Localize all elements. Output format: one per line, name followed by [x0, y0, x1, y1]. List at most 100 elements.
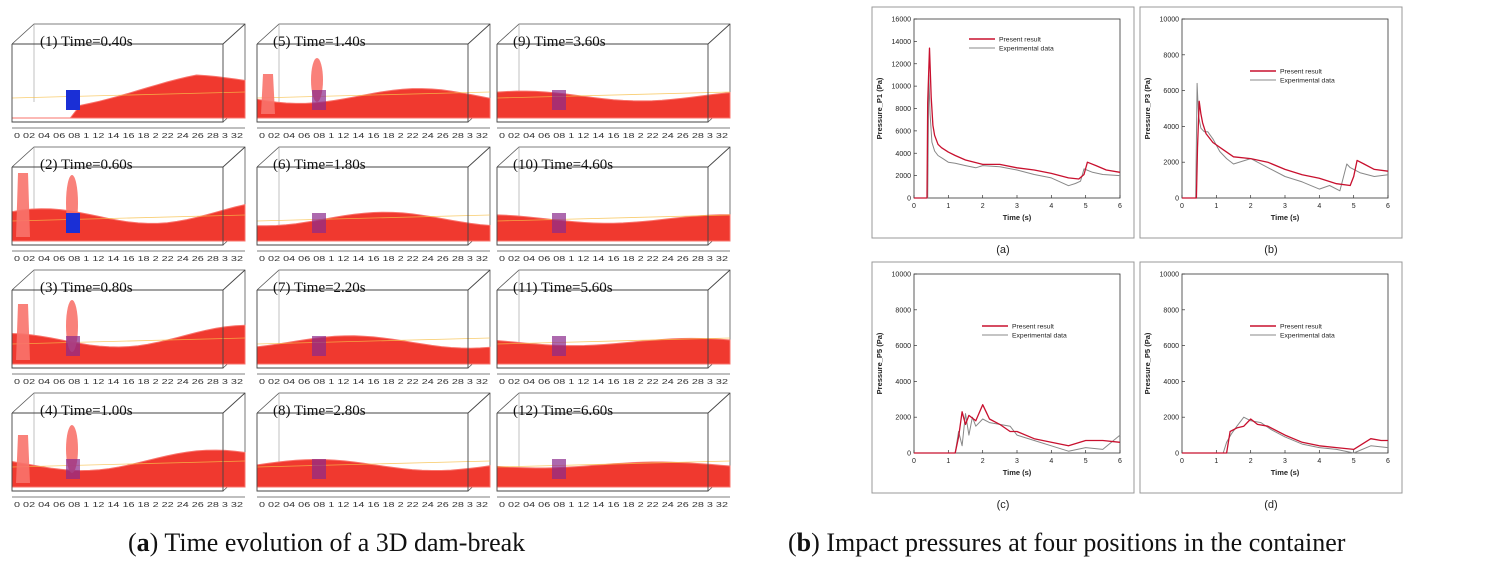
frame-box-corner	[222, 146, 246, 168]
series-line-present	[1182, 418, 1388, 454]
sim-frame-9: (9) Time=3.60s 0 02 04 06 08 1 12 14 16 1…	[496, 23, 731, 140]
chart-d: 0 2000 4000 6000 8000 10000 0 1 2 3 4 5 6 Time (s) Pre…	[1139, 261, 1403, 494]
obstacle-block	[552, 336, 566, 356]
y-axis-label: Pressure_P5 (Pa)	[1143, 332, 1152, 394]
y-tick-label: 6000	[895, 343, 911, 350]
frame-axis-ticks: 0 02 04 06 08 1 12 14 16 18 2 22 24 26 2…	[259, 131, 488, 140]
y-tick-label: 4000	[895, 151, 911, 158]
panel-label: (d)	[1264, 499, 1277, 511]
obstacle-block	[552, 90, 566, 110]
x-tick-label: 1	[946, 203, 950, 210]
water-waterline	[256, 460, 491, 468]
obstacle-block	[66, 459, 80, 479]
panel-label: (b)	[1264, 244, 1277, 256]
x-tick-label: 4	[1317, 203, 1321, 210]
frame-time-label: (11) Time=5.60s	[513, 280, 613, 296]
legend-label: Present result	[999, 37, 1041, 44]
water-waterline	[256, 214, 491, 222]
water-body	[12, 74, 246, 119]
x-tick-label: 3	[1015, 203, 1019, 210]
frame-time-label: (5) Time=1.40s	[273, 34, 366, 50]
x-tick-label: 6	[1118, 203, 1122, 210]
caption-b: (b) Impact pressures at four positions i…	[788, 528, 1346, 557]
obstacle-block	[312, 459, 326, 479]
x-tick-label: 2	[1249, 203, 1253, 210]
x-tick-label: 2	[1249, 458, 1253, 465]
sim-frame-12: (12) Time=6.60s 0 02 04 06 08 1 12 14 16 …	[496, 392, 731, 509]
frame-box-corner	[222, 392, 246, 414]
x-tick-label: 2	[981, 458, 985, 465]
y-tick-label: 2000	[895, 415, 911, 422]
x-tick-label: 2	[981, 203, 985, 210]
water-splash-left	[261, 74, 275, 114]
legend-label: Experimental data	[1280, 78, 1335, 85]
y-tick-label: 16000	[892, 17, 912, 24]
y-tick-label: 6000	[895, 128, 911, 135]
x-tick-label: 5	[1084, 458, 1088, 465]
water-waterline	[496, 337, 731, 345]
caption-a: (a) Time evolution of a 3D dam-break	[128, 528, 526, 557]
x-tick-label: 1	[946, 458, 950, 465]
sim-frame-10: (10) Time=4.60s 0 02 04 06 08 1 12 14 16 …	[496, 146, 731, 263]
chart-frame	[871, 261, 1135, 494]
water-splash-left	[16, 304, 30, 360]
sim-frame-7: (7) Time=2.20s 0 02 04 06 08 1 12 14 16 1…	[256, 269, 491, 386]
sim-frame-11: (11) Time=5.60s 0 02 04 06 08 1 12 14 16 …	[496, 269, 731, 386]
x-tick-label: 0	[912, 458, 916, 465]
x-tick-label: 5	[1084, 203, 1088, 210]
x-tick-label: 0	[1180, 458, 1184, 465]
obstacle-block	[312, 213, 326, 233]
chart-frame	[871, 6, 1135, 239]
series-line-present	[914, 47, 1121, 199]
frame-time-label: (2) Time=0.60s	[40, 157, 133, 173]
x-tick-label: 0	[1180, 203, 1184, 210]
sim-frame-2: (2) Time=0.60s 0 02 04 06 08 1 12 14 16 1…	[11, 146, 246, 263]
y-axis-label: Pressure_P3 (Pa)	[1143, 77, 1152, 139]
obstacle-block	[66, 213, 80, 233]
y-tick-label: 8000	[1163, 52, 1179, 59]
y-tick-label: 10000	[1160, 272, 1180, 279]
frame-box-front	[11, 43, 224, 123]
y-tick-label: 6000	[1163, 88, 1179, 95]
x-tick-label: 3	[1015, 458, 1019, 465]
series-line-present	[1182, 100, 1389, 199]
chart-frame	[1139, 261, 1403, 494]
frame-axis-ticks: 0 02 04 06 08 1 12 14 16 18 2 22 24 26 2…	[259, 377, 488, 386]
frame-axis-ticks: 0 02 04 06 08 1 12 14 16 18 2 22 24 26 2…	[259, 254, 488, 263]
water-waterline	[11, 214, 246, 222]
obstacle-block	[66, 90, 80, 110]
y-tick-label: 2000	[1163, 415, 1179, 422]
frame-box-front	[496, 289, 709, 369]
x-tick-label: 3	[1283, 458, 1287, 465]
frame-box-corner	[222, 269, 246, 291]
water-body	[256, 211, 491, 242]
dam-break-frames: (1) Time=0.40s 0 02 04 06 08 1 12 14 16 1…	[11, 23, 731, 509]
frame-box-corner	[707, 23, 731, 45]
y-tick-label: 10000	[892, 272, 912, 279]
panel-label: (a)	[996, 244, 1009, 256]
y-tick-label: 6000	[1163, 343, 1179, 350]
x-tick-label: 6	[1386, 458, 1390, 465]
frame-box-corner	[467, 392, 491, 414]
x-tick-label: 6	[1386, 203, 1390, 210]
frame-box-front	[256, 289, 469, 369]
water-waterline	[256, 91, 491, 99]
water-waterline	[496, 460, 731, 468]
frame-box-corner	[707, 146, 731, 168]
frame-box-corner	[467, 269, 491, 291]
panel-label: (c)	[997, 499, 1010, 511]
y-tick-label: 0	[907, 451, 911, 458]
legend-label: Present result	[1280, 324, 1322, 331]
sim-frame-5: (5) Time=1.40s 0 02 04 06 08 1 12 14 16 1…	[256, 23, 491, 140]
x-axis-label: Time (s)	[1271, 213, 1300, 222]
x-tick-label: 4	[1317, 458, 1321, 465]
y-tick-label: 0	[1175, 451, 1179, 458]
frame-box-corner	[707, 269, 731, 291]
frame-time-label: (12) Time=6.60s	[513, 403, 613, 419]
caption-a-text: Time evolution of a 3D dam-break	[164, 528, 526, 557]
y-tick-label: 10000	[1160, 17, 1180, 24]
series-line-present	[914, 404, 1121, 454]
legend-label: Experimental data	[1280, 333, 1335, 340]
frame-box-front	[256, 166, 469, 246]
